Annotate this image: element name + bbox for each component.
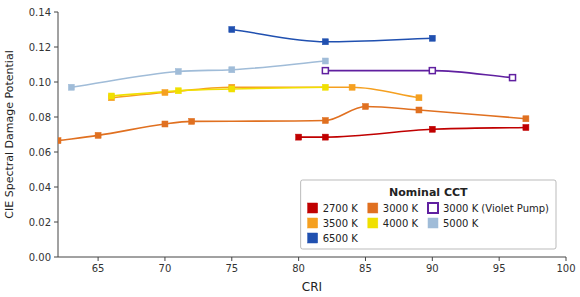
point-marker <box>429 35 435 41</box>
x-tick <box>432 257 433 261</box>
point-marker <box>162 90 168 96</box>
legend-label: 4000 K <box>383 218 419 229</box>
point-marker <box>362 104 368 110</box>
x-tick-label: 100 <box>556 263 575 274</box>
point-marker <box>523 125 529 131</box>
point-marker <box>229 86 235 92</box>
legend-title: Nominal CCT <box>389 186 468 199</box>
legend-label: 3000 K <box>383 203 419 214</box>
legend-frame <box>301 180 556 249</box>
y-tick <box>54 257 58 258</box>
series-line <box>232 30 433 42</box>
point-marker <box>416 95 422 101</box>
legend-swatch <box>368 218 378 228</box>
y-tick <box>54 117 58 118</box>
legend-swatch <box>368 203 378 213</box>
point-marker <box>162 121 168 127</box>
y-tick <box>54 47 58 48</box>
legend-item: 3000 K (Violet Pump) <box>428 203 549 214</box>
point-marker <box>175 69 181 75</box>
legend-swatch <box>308 233 318 243</box>
legend-label: 2700 K <box>323 203 359 214</box>
legend-label: 3500 K <box>323 218 359 229</box>
legend-item: 5000 K <box>428 218 479 229</box>
legend-item: 3500 K <box>308 218 359 229</box>
point-marker <box>322 118 328 124</box>
legend-swatch <box>428 218 438 228</box>
legend-swatch <box>428 203 438 213</box>
legend-label: 3000 K (Violet Pump) <box>443 203 549 214</box>
y-axis-line <box>58 12 59 257</box>
y-tick-label: 0.10 <box>29 77 51 88</box>
y-tick <box>54 187 58 188</box>
x-tick-label: 90 <box>426 263 439 274</box>
point-marker <box>108 93 114 99</box>
x-tick <box>566 257 567 261</box>
legend-item: 4000 K <box>368 218 419 229</box>
legend-item: 3000 K <box>368 203 419 214</box>
point-marker <box>416 107 422 113</box>
x-tick <box>365 257 366 261</box>
x-axis-label: CRI <box>302 280 322 294</box>
y-axis-label: CIE Spectral Damage Potential <box>3 50 16 218</box>
x-tick-label: 80 <box>292 263 305 274</box>
x-axis-line <box>58 257 566 258</box>
y-tick <box>54 222 58 223</box>
point-marker <box>229 67 235 73</box>
point-marker <box>296 134 302 140</box>
point-marker <box>510 75 516 81</box>
x-tick <box>298 257 299 261</box>
legend: Nominal CCT 2700 K 3000 K 3000 K (Violet Pu… <box>301 180 556 249</box>
point-marker <box>322 39 328 45</box>
point-marker <box>95 132 101 138</box>
point-marker <box>429 126 435 132</box>
x-tick-label: 75 <box>225 263 238 274</box>
series-line <box>111 87 418 98</box>
point-marker <box>189 118 195 124</box>
y-tick <box>54 82 58 83</box>
point-marker <box>58 138 61 144</box>
series-line <box>111 87 325 96</box>
legend-swatch <box>308 203 318 213</box>
x-tick-label: 95 <box>493 263 506 274</box>
series-line <box>58 107 526 141</box>
x-tick <box>499 257 500 261</box>
point-marker <box>175 88 181 94</box>
point-marker <box>322 134 328 140</box>
x-tick <box>164 257 165 261</box>
x-tick-label: 85 <box>359 263 372 274</box>
legend-item: 2700 K <box>308 203 359 214</box>
series-line <box>325 71 512 78</box>
x-tick-label: 70 <box>159 263 172 274</box>
point-marker <box>322 84 328 90</box>
x-tick-label: 65 <box>92 263 105 274</box>
y-tick-label: 0.12 <box>29 42 51 53</box>
y-tick-label: 0.00 <box>29 252 51 263</box>
chart: 65 70 75 80 85 90 95 100 0.00 0.02 0.04 0.06 0.08 0.1… <box>0 0 580 297</box>
legend-item: 6500 K <box>308 233 359 244</box>
x-tick <box>98 257 99 261</box>
y-tick-label: 0.08 <box>29 112 51 123</box>
y-tick <box>54 12 58 13</box>
point-marker <box>349 84 355 90</box>
point-marker <box>229 27 235 33</box>
y-tick <box>54 152 58 153</box>
legend-swatch <box>308 218 318 228</box>
y-tick-label: 0.02 <box>29 217 51 228</box>
series-line <box>71 61 325 87</box>
point-marker <box>429 68 435 74</box>
plot-area <box>58 27 529 144</box>
legend-label: 5000 K <box>443 218 479 229</box>
y-tick-label: 0.06 <box>29 147 51 158</box>
y-tick-label: 0.14 <box>29 7 51 18</box>
point-marker <box>322 58 328 64</box>
point-marker <box>322 68 328 74</box>
legend-label: 6500 K <box>323 233 359 244</box>
series-line <box>299 128 526 138</box>
point-marker <box>68 84 74 90</box>
x-tick <box>231 257 232 261</box>
point-marker <box>523 116 529 122</box>
y-tick-label: 0.04 <box>29 182 51 193</box>
